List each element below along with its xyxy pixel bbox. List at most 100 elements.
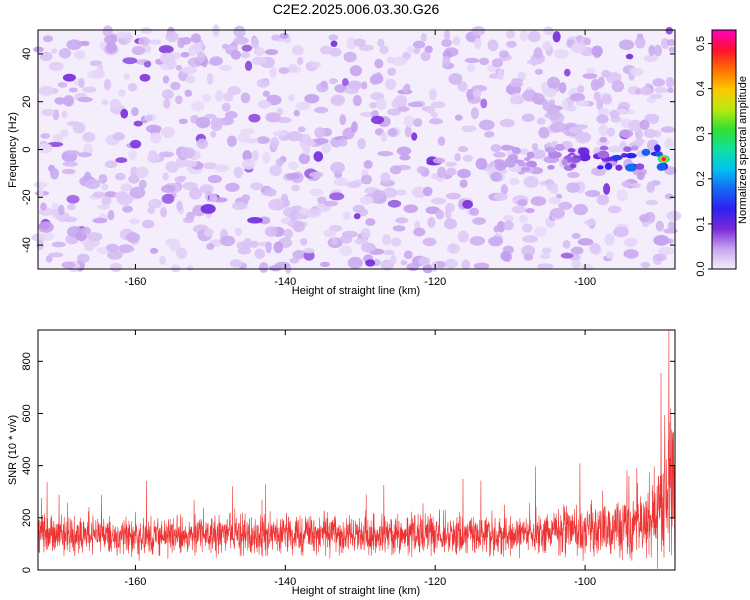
spectrogram-cell: [511, 205, 527, 214]
spectrogram-cell: [404, 125, 412, 138]
spectrogram-cell: [571, 232, 581, 239]
spectrogram-cell: [568, 126, 581, 134]
spectrogram-cell: [106, 250, 123, 260]
spectrogram-cell: [309, 171, 324, 178]
spectrogram-cell: [435, 209, 445, 220]
spectrogram-cell: [279, 33, 289, 39]
spectrogram-cell: [530, 196, 547, 206]
spectrogram-cell: [472, 217, 487, 225]
spectrogram-cell: [195, 116, 211, 129]
spectrogram-cell: [663, 228, 678, 234]
spectrogram-cell: [479, 57, 490, 66]
spectrogram-cell: [363, 160, 373, 169]
spectrogram-cell: [503, 220, 514, 231]
spectrogram-cell: [432, 157, 445, 164]
spectrogram-cell: [49, 167, 59, 180]
spectrogram-cell: [601, 94, 613, 105]
spectrogram-cell: [473, 262, 490, 270]
spectrogram-cell: [519, 214, 528, 224]
spectrogram-cell: [448, 73, 463, 85]
spectrogram-cell: [652, 78, 666, 87]
spectrogram-cell: [128, 174, 140, 184]
spectrogram-cell: [245, 138, 259, 144]
spectrogram-cell: [57, 204, 65, 216]
spectrogram-cell: [487, 39, 499, 52]
spectrogram-cell: [478, 119, 495, 131]
spectrogram-cell: [511, 146, 521, 155]
spectrogram-cell: [565, 104, 577, 112]
spectrogram-cell: [37, 143, 53, 154]
spectrogram-cell: [406, 262, 420, 272]
spectrogram-cell: [283, 228, 293, 240]
spectrogram-cell: [461, 125, 477, 133]
spectrogram-cells: [31, 24, 682, 274]
spectrogram-cell: [262, 151, 271, 164]
spectrogram-cell: [462, 199, 474, 209]
spectrogram-cell: [390, 254, 397, 265]
spectrogram-cell: [97, 63, 104, 71]
spectrogram-cell: [427, 216, 436, 228]
spectrogram-cell: [441, 38, 453, 48]
spectrogram-cell: [203, 228, 214, 237]
spectrogram-cell: [320, 45, 333, 55]
spectrogram-cell: [444, 258, 458, 269]
spectrogram-cell: [298, 153, 311, 165]
spectrogram-cell: [424, 45, 433, 54]
x-tick-label: -140: [274, 576, 296, 588]
spectrogram-cell: [346, 37, 357, 50]
spectrogram-cell: [362, 242, 374, 253]
spectrogram-cell: [538, 126, 550, 139]
spectrogram-cell: [221, 43, 230, 50]
spectrogram-cell: [579, 153, 591, 162]
spectrogram-cell: [288, 63, 298, 73]
spectrogram-cell: [396, 146, 412, 156]
spectrogram-cell: [309, 188, 324, 197]
spectrogram-cell: [615, 164, 623, 171]
spectrogram-cell: [369, 102, 378, 109]
spectrogram-cell: [623, 237, 638, 247]
spectrogram-cell: [381, 234, 392, 245]
spectrogram-cell: [457, 81, 468, 92]
spectrogram-cell: [225, 111, 238, 120]
spectrogram-cell: [454, 114, 463, 121]
spectrogram-cell: [123, 73, 130, 80]
spectrogram-cell: [475, 157, 488, 170]
spectrogram-cell: [293, 109, 300, 117]
spectrogram-cell: [82, 131, 96, 143]
spectrogram-cell: [493, 225, 500, 233]
spectrogram-cell: [431, 261, 438, 272]
spectrogram-cell: [597, 107, 610, 117]
spectrogram-cell: [227, 86, 241, 96]
spectrogram-cell: [490, 144, 502, 153]
spectrogram-cell: [269, 66, 277, 78]
spectrogram-peak-cell: [662, 157, 666, 161]
spectrogram-cell: [548, 196, 561, 205]
spectrogram-cell: [656, 163, 667, 171]
spectrogram-cell: [611, 154, 623, 161]
spectrogram-cell: [140, 27, 152, 35]
spectrogram-cell: [634, 36, 646, 49]
spectrogram-cell: [292, 220, 306, 233]
snr-y-label: SNR (10 * v/v): [7, 415, 19, 485]
spectrogram-cell: [526, 160, 537, 168]
spectrogram-cell: [102, 25, 113, 37]
spectrogram-cell: [177, 37, 186, 49]
spectrogram-cell: [437, 166, 447, 179]
spectrogram-cell: [116, 194, 133, 206]
spectrogram-cell: [470, 107, 479, 120]
spectrogram-cell: [454, 153, 461, 162]
spectrogram-cell: [162, 75, 170, 84]
spectrogram-cell: [149, 39, 162, 45]
spectrogram-cell: [635, 163, 645, 170]
spectrogram-cell: [158, 151, 175, 158]
spectrogram-cell: [234, 227, 242, 237]
spectrogram-cell: [278, 67, 290, 75]
spectrogram-cell: [61, 261, 76, 269]
spectrogram-cell: [505, 29, 516, 39]
spectrogram-cell: [358, 208, 369, 217]
spectrogram-cell: [77, 253, 90, 263]
spectrogram-cell: [133, 120, 143, 127]
spectrogram-cell: [430, 197, 447, 205]
spectrogram-cell: [330, 94, 346, 107]
spectrogram-cell: [241, 194, 251, 202]
